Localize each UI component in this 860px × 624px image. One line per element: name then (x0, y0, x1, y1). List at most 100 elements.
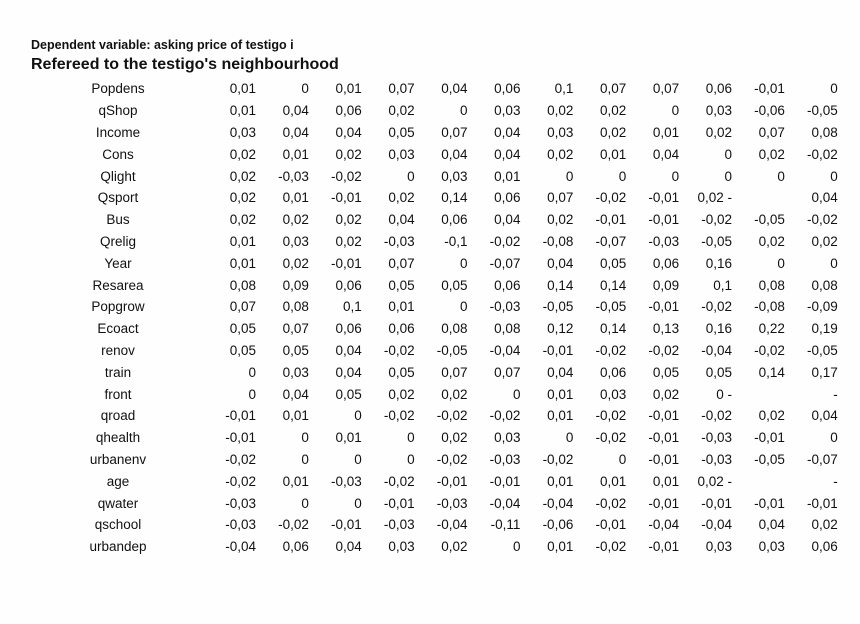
table-cell: 0,16 (705, 255, 733, 271)
table-cell: 0,02 - (697, 473, 733, 489)
table-cell: 0 (407, 168, 415, 184)
table-cell: -0,03 (331, 473, 362, 489)
table-cell: -0,08 (542, 233, 574, 249)
table-cell: -0,01 (331, 517, 362, 533)
table-cell: -0,05 (595, 299, 627, 315)
table-cell: -0,04 (489, 495, 521, 511)
table-cell: -0,04 (701, 517, 733, 533)
table-cell: 0,06 (705, 81, 733, 97)
table-cell: -0,01 (648, 212, 680, 228)
table-cell: -0,01 (648, 299, 680, 315)
table-cell: 0 (830, 430, 838, 446)
table-cell: 0,07 (229, 299, 256, 315)
table-cell: 0,07 (652, 81, 680, 97)
table-cell: 0,03 (388, 539, 415, 555)
table-cell: 0,05 (229, 321, 256, 337)
table-cell: -0,02 (489, 233, 521, 249)
table-cell: -0,01 (648, 495, 680, 511)
table-cell: 0,14 (758, 364, 785, 380)
table-cell: - (833, 386, 838, 402)
table-cell: 0,01 (282, 473, 309, 489)
table-row: qwater -0,03 0 0 -0,01 -0,03 -0,04 -0,04 -0,02 -0… (60, 492, 838, 514)
table-cell: -0,02 (383, 408, 415, 424)
table-row: Qlight 0,02 -0,03 -0,02 0 0,03 0,01 0 0 0 0 0 0 (60, 165, 837, 187)
table-cell: -0,05 (754, 212, 785, 228)
table-cell: -0,01 (489, 473, 521, 489)
table-cell: -0,02 (489, 408, 521, 424)
table-cell: 0,07 (599, 81, 627, 97)
table-cell: 0,02 (705, 124, 733, 140)
table-cell: 0,08 (811, 277, 838, 293)
table-cell: 0,02 (599, 124, 627, 140)
table-cell: -0,11 (490, 517, 521, 533)
table-cell: 0,04 (494, 212, 521, 228)
table-cell: -0,03 (489, 299, 521, 315)
table-cell: 0 (512, 386, 521, 402)
table-cell: 0,01 (282, 190, 309, 206)
table-cell: 0,03 (441, 168, 468, 184)
table-cell: 0,05 (335, 386, 362, 402)
row-label: qroad (100, 408, 136, 424)
table-cell: 0,06 (494, 277, 521, 293)
table-cell: 0,07 (388, 255, 415, 271)
table-row: Popdens 0,01 0 0,01 0,07 0,04 0,06 0,1 0,07 0,07 0… (60, 78, 837, 100)
table-cell: 0,09 (652, 277, 680, 293)
table-row: Cons 0,02 0,01 0,02 0,03 0,04 0,04 0,02 0,01 0,04… (60, 143, 838, 165)
table-cell: 0,04 (547, 255, 574, 271)
table-cell: 0,03 (229, 124, 256, 140)
table-cell: 0,01 (547, 473, 574, 489)
table-cell: 0,02 (229, 146, 256, 162)
table-cell: 0,02 (282, 212, 309, 228)
table-cell: -0,09 (807, 299, 838, 315)
table-cell: 0,14 (441, 190, 468, 206)
table-cell: -0,05 (807, 342, 838, 358)
table-cell: 0,03 (599, 386, 627, 402)
table-cell: 0,01 (229, 255, 256, 271)
row-label: Qrelig (99, 233, 136, 249)
table-cell: 0,06 (494, 190, 521, 206)
table-cell: 0,04 (388, 212, 415, 228)
table-cell: -0,01 (383, 495, 415, 511)
table-cell: 0,13 (652, 321, 680, 337)
table-cell: 0,01 (652, 473, 680, 489)
table-cell: -0,01 (648, 408, 680, 424)
table-cell: -0,08 (754, 299, 785, 315)
table-cell: 0,03 (494, 430, 521, 446)
table-row: Bus 0,02 0,02 0,02 0,04 0,06 0,04 0,02 -0,01 -0,0… (60, 209, 837, 231)
table-cell: 0,01 (599, 473, 627, 489)
table-cell: 0,14 (599, 321, 627, 337)
table-cell: 0 (407, 430, 415, 446)
table-cell: -0,02 (383, 342, 415, 358)
table-cell: 0,06 (652, 255, 680, 271)
table-cell: 0 (301, 430, 309, 446)
table-cell: 0 (565, 168, 574, 184)
table-cell: 0,02 (441, 430, 468, 446)
table-cell: 0 (354, 495, 362, 511)
table-cell: -0,01 (648, 451, 680, 467)
table-cell: 0,01 (282, 146, 309, 162)
table-row: Year 0,01 0,02 -0,01 0,07 0 -0,07 0,04 0,05 0,06 0… (60, 252, 837, 274)
table-cell: 0 (618, 451, 627, 467)
table-cell: 0,02 (758, 233, 785, 249)
table-cell: 0,08 (811, 124, 838, 140)
table-cell: 0 (301, 495, 309, 511)
table-cell: 0,19 (811, 321, 838, 337)
table-cell: -0,03 (701, 451, 733, 467)
table-cell: -0,01 (542, 342, 574, 358)
table-cell: 0,06 (494, 81, 521, 97)
table-cell: 0,05 (388, 277, 415, 293)
table-cell: -0,02 (595, 190, 627, 206)
table-cell: 0,02 (229, 190, 256, 206)
table-row: renov 0,05 0,05 0,04 -0,02 -0,05 -0,04 -0,01 -0,… (60, 340, 838, 362)
table-cell (732, 470, 785, 492)
table-cell: 0,02 (441, 539, 468, 555)
row-label: Cons (102, 146, 134, 162)
table-cell: -0,04 (436, 517, 468, 533)
table-cell: 0,01 (547, 539, 574, 555)
table-cell: 0,02 (758, 146, 785, 162)
table-cell: 0,02 (652, 386, 680, 402)
row-label: Qsport (97, 190, 139, 206)
table-cell: -0,02 (542, 451, 574, 467)
table-cell: 0,08 (229, 277, 256, 293)
table-cell: -0,04 (701, 342, 733, 358)
